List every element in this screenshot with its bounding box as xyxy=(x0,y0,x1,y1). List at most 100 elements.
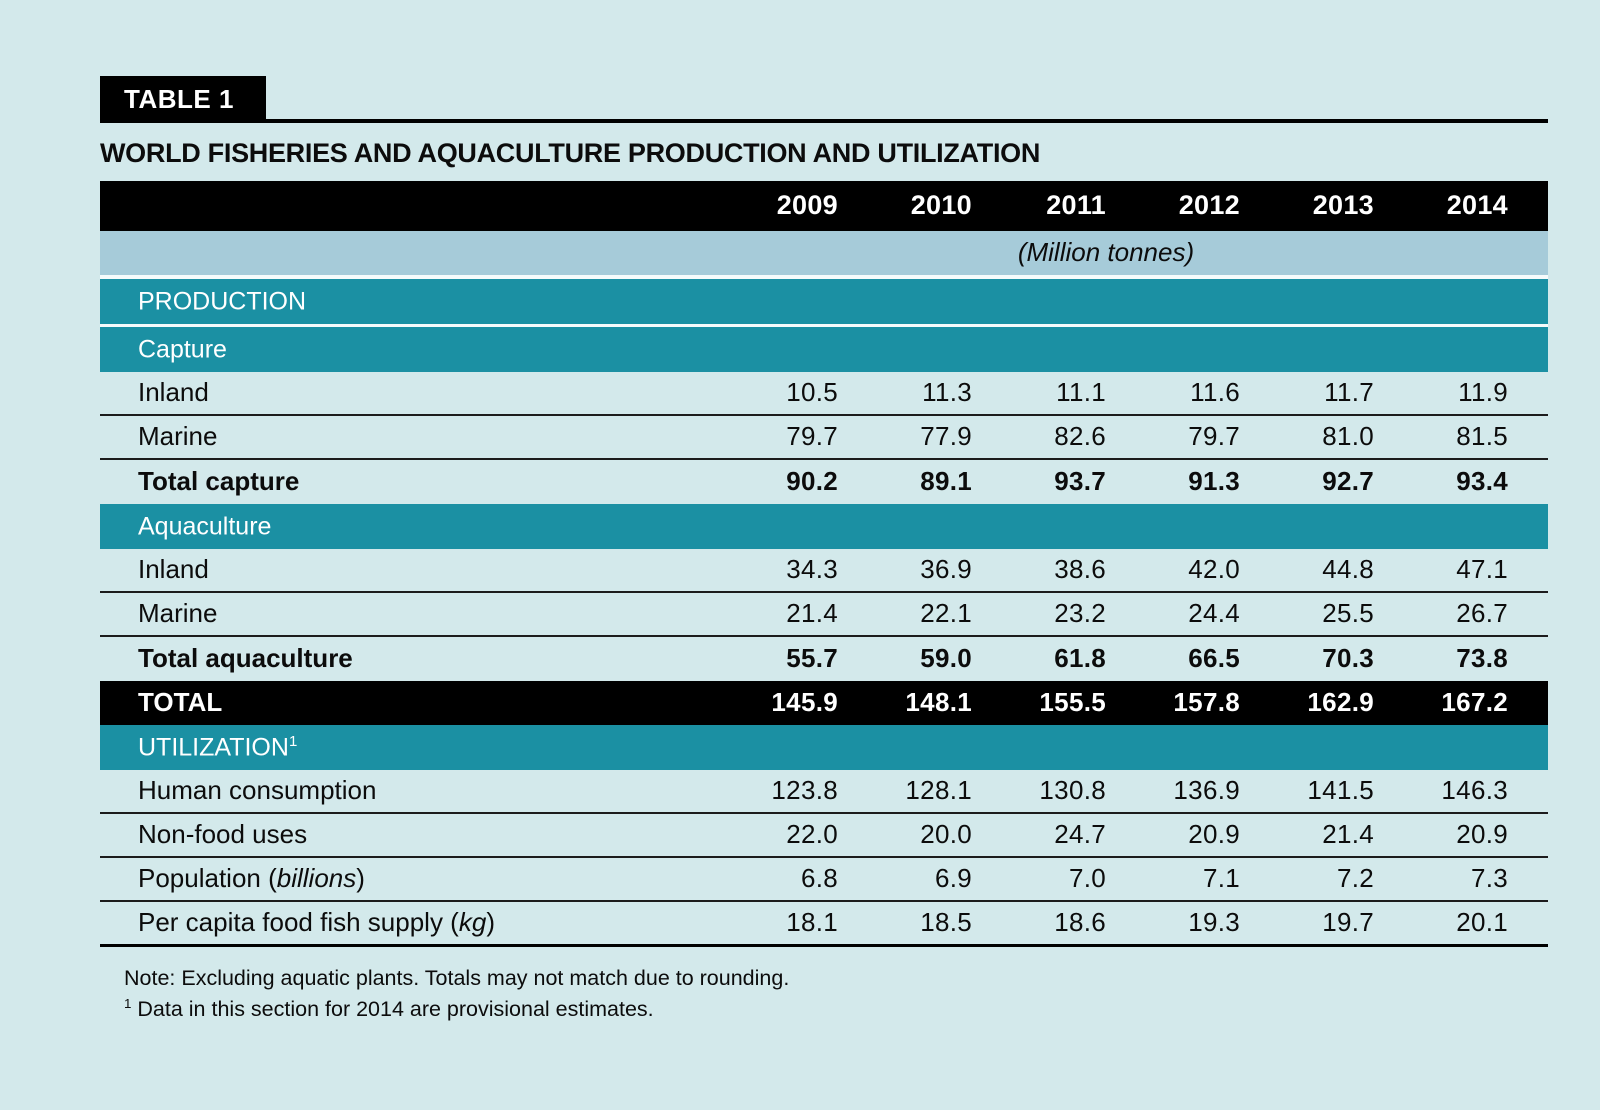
cell-value: 20.1 xyxy=(1456,907,1508,938)
cell-value: 7.2 xyxy=(1336,863,1374,894)
cell-value: 20.9 xyxy=(1456,819,1508,850)
row-label: Non-food uses xyxy=(138,819,308,850)
row-label: Inland xyxy=(138,377,209,408)
cell-value: 66.5 xyxy=(1188,643,1240,674)
unit-label: (Million tonnes) xyxy=(1017,237,1195,268)
year-header: 2009 xyxy=(776,190,838,221)
cell-value: 79.7 xyxy=(1188,421,1240,452)
table-figure: TABLE 1 WORLD FISHERIES AND AQUACULTURE … xyxy=(100,76,1548,1025)
row-label: Marine xyxy=(138,421,218,452)
cell-value: 59.0 xyxy=(920,643,972,674)
cell-value: 22.1 xyxy=(920,598,972,629)
cell-value: 123.8 xyxy=(771,775,838,806)
cell-value: 157.8 xyxy=(1173,687,1240,718)
cell-value: 23.2 xyxy=(1054,598,1106,629)
cell-value: 34.3 xyxy=(786,554,838,585)
year-header: 2012 xyxy=(1178,190,1240,221)
cell-value: 55.7 xyxy=(786,643,838,674)
cell-value: 21.4 xyxy=(786,598,838,629)
cell-value: 42.0 xyxy=(1188,554,1240,585)
cell-value: 20.0 xyxy=(920,819,972,850)
cell-value: 162.9 xyxy=(1307,687,1374,718)
year-header: 2010 xyxy=(910,190,972,221)
cell-value: 128.1 xyxy=(905,775,972,806)
section-row-utilization: UTILIZATION1 xyxy=(100,724,1548,770)
cell-value: 136.9 xyxy=(1173,775,1240,806)
cell-value: 20.9 xyxy=(1188,819,1240,850)
unit-row: (Million tonnes) xyxy=(100,230,1548,279)
cell-value: 92.7 xyxy=(1322,466,1374,497)
cell-value: 26.7 xyxy=(1456,598,1508,629)
cell-value: 36.9 xyxy=(920,554,972,585)
cell-value: 81.0 xyxy=(1322,421,1374,452)
cell-value: 7.0 xyxy=(1068,863,1106,894)
cell-value: 77.9 xyxy=(920,421,972,452)
data-table: 2009 2010 2011 2012 2013 2014 (Million t… xyxy=(100,180,1548,947)
table-row-total-capture: Total capture 90.2 89.1 93.7 91.3 92.7 9… xyxy=(100,460,1548,504)
row-label: Inland xyxy=(138,554,209,585)
year-header: 2014 xyxy=(1446,190,1508,221)
table-row-non-food-uses: Non-food uses 22.0 20.0 24.7 20.9 21.4 2… xyxy=(100,814,1548,858)
cell-value: 91.3 xyxy=(1188,466,1240,497)
cell-value: 6.8 xyxy=(800,863,838,894)
cell-value: 11.1 xyxy=(1056,377,1106,408)
table-row-aquaculture-inland: Inland 34.3 36.9 38.6 42.0 44.8 47.1 xyxy=(100,549,1548,593)
cell-value: 148.1 xyxy=(905,687,972,718)
cell-value: 167.2 xyxy=(1441,687,1508,718)
cell-value: 93.7 xyxy=(1054,466,1106,497)
table-notes: Note: Excluding aquatic plants. Totals m… xyxy=(100,963,1548,1026)
cell-value: 24.4 xyxy=(1188,598,1240,629)
cell-value: 61.8 xyxy=(1054,643,1106,674)
cell-value: 73.8 xyxy=(1456,643,1508,674)
year-header: 2011 xyxy=(1046,190,1106,221)
table-row-per-capita-supply: Per capita food fish supply (kg) 18.1 18… xyxy=(100,902,1548,947)
row-label: Total aquaculture xyxy=(138,643,353,674)
cell-value: 10.5 xyxy=(786,377,838,408)
section-label: Capture xyxy=(138,334,227,363)
section-row-capture: Capture xyxy=(100,326,1548,372)
table-title: WORLD FISHERIES AND AQUACULTURE PRODUCTI… xyxy=(100,138,1041,168)
cell-value: 19.7 xyxy=(1322,907,1374,938)
year-header-row: 2009 2010 2011 2012 2013 2014 xyxy=(100,180,1548,231)
cell-value: 21.4 xyxy=(1322,819,1374,850)
row-label: Human consumption xyxy=(138,775,377,806)
section-label: Aquaculture xyxy=(138,511,272,540)
cell-value: 81.5 xyxy=(1456,421,1508,452)
cell-value: 141.5 xyxy=(1307,775,1374,806)
cell-value: 6.9 xyxy=(934,863,972,894)
section-row-production: PRODUCTION xyxy=(100,278,1548,327)
row-label: TOTAL xyxy=(138,687,223,718)
cell-value: 130.8 xyxy=(1039,775,1106,806)
cell-value: 89.1 xyxy=(920,466,972,497)
cell-value: 11.9 xyxy=(1458,377,1508,408)
table-row-aquaculture-marine: Marine 21.4 22.1 23.2 24.4 25.5 26.7 xyxy=(100,593,1548,637)
year-header: 2013 xyxy=(1312,190,1374,221)
table-row-population: Population (billions) 6.8 6.9 7.0 7.1 7.… xyxy=(100,858,1548,902)
cell-value: 155.5 xyxy=(1039,687,1106,718)
table-row-human-consumption: Human consumption 123.8 128.1 130.8 136.… xyxy=(100,770,1548,814)
cell-value: 90.2 xyxy=(786,466,838,497)
cell-value: 145.9 xyxy=(771,687,838,718)
cell-value: 11.6 xyxy=(1190,377,1240,408)
cell-value: 22.0 xyxy=(786,819,838,850)
table-row-total-aquaculture: Total aquaculture 55.7 59.0 61.8 66.5 70… xyxy=(100,637,1548,681)
table-row-grand-total: TOTAL 145.9 148.1 155.5 157.8 162.9 167.… xyxy=(100,680,1548,725)
row-label: Population (billions) xyxy=(138,863,365,894)
section-row-aquaculture: Aquaculture xyxy=(100,503,1548,549)
table-row-capture-inland: Inland 10.5 11.3 11.1 11.6 11.7 11.9 xyxy=(100,372,1548,416)
cell-value: 82.6 xyxy=(1054,421,1106,452)
cell-value: 70.3 xyxy=(1322,643,1374,674)
cell-value: 18.5 xyxy=(920,907,972,938)
cell-value: 7.1 xyxy=(1202,863,1240,894)
cell-value: 18.6 xyxy=(1054,907,1106,938)
cell-value: 18.1 xyxy=(786,907,838,938)
cell-value: 19.3 xyxy=(1188,907,1240,938)
cell-value: 146.3 xyxy=(1441,775,1508,806)
cell-value: 11.3 xyxy=(922,377,972,408)
row-label: Per capita food fish supply (kg) xyxy=(138,907,495,938)
row-label: Marine xyxy=(138,598,218,629)
cell-value: 93.4 xyxy=(1456,466,1508,497)
table-tag: TABLE 1 xyxy=(100,76,266,123)
cell-value: 44.8 xyxy=(1322,554,1374,585)
